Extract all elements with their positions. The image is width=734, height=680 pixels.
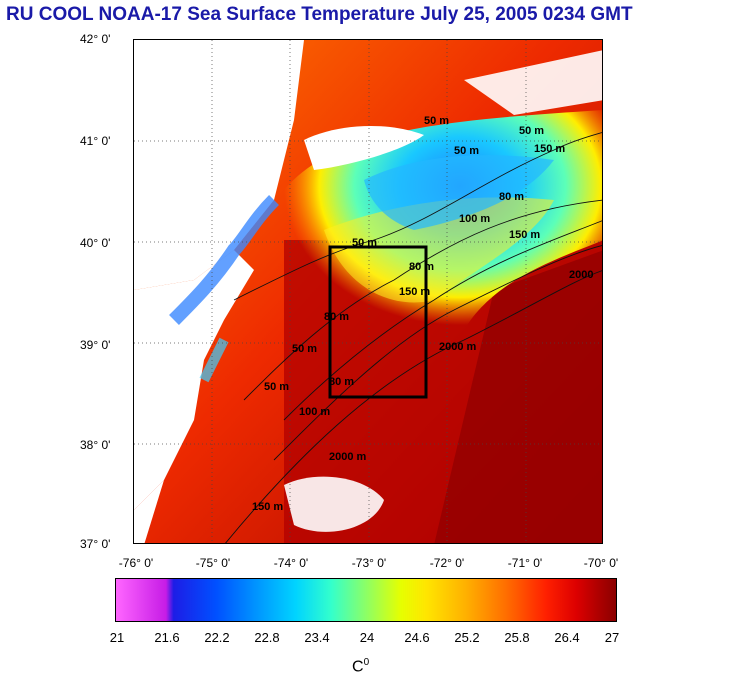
contour-label: 50 m — [264, 381, 289, 393]
contour-label: 80 m — [329, 376, 354, 388]
cloud-patch — [284, 476, 384, 532]
colorbar-tick-label: 23.4 — [304, 630, 330, 645]
graticule — [134, 40, 602, 543]
contour-label: 2000 m — [439, 341, 477, 353]
contour-label: 150 m — [252, 501, 283, 513]
lat-label-40: 40° 0' — [80, 236, 111, 250]
colorbar-tick-label: 21 — [109, 630, 125, 645]
lon-label-73: -73° 0' — [351, 556, 387, 570]
gulf-stream-core — [434, 250, 602, 543]
lat-label-39: 39° 0' — [80, 338, 111, 352]
warm-yellow-patch — [324, 197, 554, 303]
contour-label: 2000 m — [329, 451, 367, 463]
contour-label-group: 50 m 50 m 50 m 50 m 80 m 80 m 80 m 100 m… — [252, 115, 593, 513]
coastal-upwelling — [169, 195, 280, 325]
contour-label: 50 m — [454, 145, 479, 157]
contour-label: 150 m — [399, 286, 430, 298]
lon-label-74: -74° 0' — [273, 556, 309, 570]
colorbar-tick-label: 24.6 — [404, 630, 430, 645]
contour-150m — [273, 245, 602, 461]
land-south — [134, 480, 164, 543]
contour-label: 50 m — [352, 237, 377, 249]
contour-label: 80 m — [324, 311, 349, 323]
lat-label-42: 42° 0' — [80, 32, 111, 46]
colorbar-tick-label: 22.8 — [254, 630, 280, 645]
sst-map-graphic: 50 m 50 m 50 m 50 m 80 m 80 m 80 m 100 m… — [134, 40, 602, 543]
land-mid-atlantic — [134, 250, 254, 510]
lon-label-71: -71° 0' — [507, 556, 543, 570]
colorbar-tick-label: 26.4 — [554, 630, 580, 645]
lon-label-76: -76° 0' — [118, 556, 154, 570]
contour-label: 80 m — [499, 191, 524, 203]
contour-label: 50 m — [519, 125, 544, 137]
colorbar-tick-label: 25.8 — [504, 630, 530, 645]
lat-label-38: 38° 0' — [80, 438, 111, 452]
lon-label-72: -72° 0' — [429, 556, 465, 570]
land-long-island — [304, 125, 424, 170]
land-new-england — [134, 40, 304, 290]
contour-label: 150 m — [534, 143, 565, 155]
contour-label: 50 m — [424, 115, 449, 127]
colorbar-tick-label: 27 — [604, 630, 620, 645]
lat-label-37: 37° 0' — [80, 537, 111, 551]
lon-label-70: -70° 0' — [583, 556, 619, 570]
coastal-cold-band — [199, 337, 229, 383]
temperature-colorbar — [115, 578, 617, 622]
contour-50m — [233, 132, 602, 301]
colorbar-tick-label: 22.2 — [204, 630, 230, 645]
contour-80m — [243, 199, 602, 401]
colorbar-unit: C0 — [352, 657, 369, 676]
contour-label: 100 m — [459, 213, 490, 225]
contour-2000m — [225, 270, 602, 543]
lon-label-75: -75° 0' — [195, 556, 231, 570]
contour-label: 80 m — [409, 261, 434, 273]
sst-map[interactable]: 50 m 50 m 50 m 50 m 80 m 80 m 80 m 100 m… — [133, 39, 603, 544]
lat-label-41: 41° 0' — [80, 134, 111, 148]
contour-label: 2000 — [569, 269, 593, 281]
study-area-box — [328, 245, 428, 399]
contour-label: 50 m — [292, 343, 317, 355]
colorbar-tick-label: 25.2 — [454, 630, 480, 645]
unit-text: C — [352, 658, 364, 676]
map-title: RU COOL NOAA-17 Sea Surface Temperature … — [6, 4, 633, 25]
colorbar-tick-label: 21.6 — [154, 630, 180, 645]
land-cape-cod — [464, 50, 602, 115]
cold-blue-patch — [364, 155, 554, 230]
unit-sup: 0 — [363, 657, 370, 668]
colorbar-tick-label: 24 — [359, 630, 375, 645]
contour-label: 150 m — [509, 229, 540, 241]
contour-label: 100 m — [299, 406, 330, 418]
